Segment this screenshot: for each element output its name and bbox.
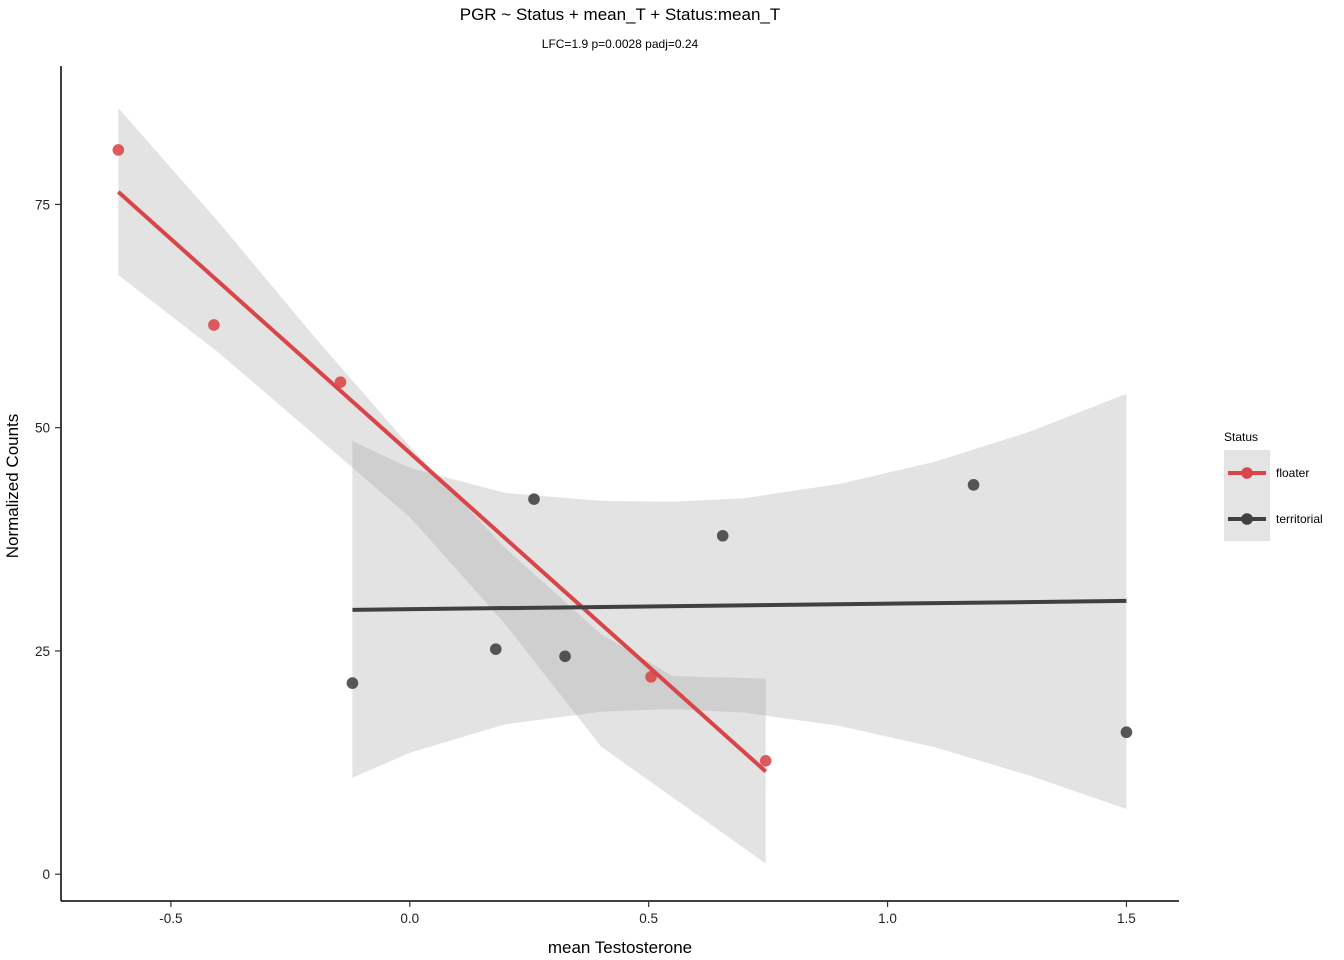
x-tick-label: 1.0: [878, 911, 897, 926]
y-tick-label: 0: [42, 867, 50, 882]
confidence-band-territorial: [352, 393, 1127, 809]
legend-title: Status: [1224, 430, 1258, 444]
confidence-band-floater: [118, 108, 766, 864]
plot-area: [112, 108, 1133, 864]
data-point-territorial: [967, 479, 980, 491]
legend-label-floater: floater: [1276, 466, 1309, 480]
x-tick-label: 0.5: [639, 911, 658, 926]
data-point-floater: [759, 754, 772, 767]
legend-key-point-territorial: [1241, 513, 1253, 525]
chart-subtitle: LFC=1.9 p=0.0028 padj=0.24: [542, 37, 699, 51]
data-point-territorial: [716, 529, 729, 542]
y-tick-label: 25: [35, 644, 50, 659]
data-point-floater: [334, 376, 347, 388]
legend-key-point-floater: [1241, 467, 1253, 479]
x-axis-title: mean Testosterone: [548, 938, 692, 957]
legend-key-background: [1224, 450, 1270, 541]
data-point-territorial: [528, 493, 540, 505]
y-tick-label: 75: [35, 197, 50, 212]
data-point-territorial: [1120, 726, 1133, 739]
y-axis-title: Normalized Counts: [3, 414, 22, 559]
axes: -0.5 0.0 0.5 1.0 1.5 0 25 50 75: [35, 66, 1179, 926]
x-tick-label: 0.0: [400, 911, 419, 926]
data-point-floater: [112, 144, 125, 156]
fit-line-floater: [116, 190, 768, 773]
legend: Status floater territorial: [1224, 430, 1323, 541]
x-tick-label: -0.5: [159, 911, 182, 926]
data-point-territorial: [559, 650, 571, 663]
data-point-floater: [208, 319, 220, 331]
data-point-territorial: [346, 677, 359, 689]
legend-label-territorial: territorial: [1276, 512, 1323, 526]
fit-line-territorial: [352, 598, 1127, 612]
x-tick-label: 1.5: [1117, 911, 1136, 926]
data-point-territorial: [489, 643, 502, 655]
chart-title: PGR ~ Status + mean_T + Status:mean_T: [460, 5, 781, 24]
y-tick-label: 50: [35, 421, 50, 436]
